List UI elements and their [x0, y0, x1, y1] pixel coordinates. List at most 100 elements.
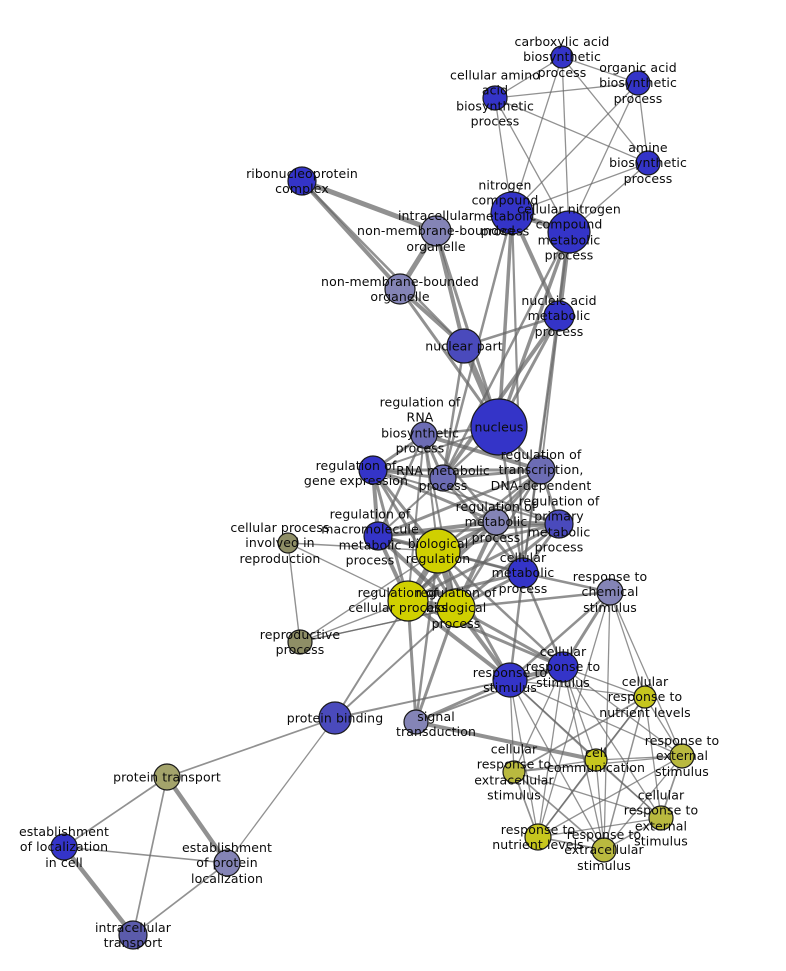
edge-rs-retc: [509, 679, 605, 851]
node-intracellular-transport[interactable]: [118, 920, 148, 950]
edge-rbp-rcs: [455, 590, 611, 610]
node-carboxylic-acid-biosynthetic-process[interactable]: [550, 45, 574, 69]
node-response-to-chemical-stimulus[interactable]: [596, 578, 624, 606]
edge-crs-cc: [562, 666, 597, 761]
node-non-membrane-bounded-organelle[interactable]: [384, 273, 416, 305]
node-regulation-of-macromolecule-metabolic-process[interactable]: [363, 521, 393, 551]
node-cellular-process-involved-in-reproduction[interactable]: [277, 532, 299, 554]
node-regulation-of-cellular-process[interactable]: [387, 580, 429, 622]
node-ribonucleoprotein-complex[interactable]: [287, 166, 317, 196]
node-amine-biosynthetic-process[interactable]: [635, 150, 661, 176]
node-regulation-of-metabolic-process[interactable]: [482, 508, 510, 536]
edge-cc-cres: [595, 759, 662, 819]
edge-rbp-crs: [455, 606, 564, 669]
edge-pt-eopl: [165, 775, 229, 865]
node-cell-communication[interactable]: [584, 748, 608, 772]
node-response-to-stimulus[interactable]: [492, 662, 528, 698]
edge-carboxylic-ncm: [511, 56, 563, 214]
node-regulation-of-primary-metabolic-process[interactable]: [544, 509, 574, 539]
edge-organic-amine: [637, 82, 649, 164]
edge-crs-cretc: [513, 666, 564, 773]
node-cellular-response-to-nutrient-levels[interactable]: [633, 685, 657, 709]
node-response-to-extracellular-stimulus[interactable]: [591, 837, 617, 863]
node-cellular-response-to-extracellular-stimulus[interactable]: [502, 760, 526, 784]
edge-carboxylic-cncm: [561, 56, 570, 233]
edge-layer: [62, 56, 683, 937]
edge-st-crs: [415, 666, 564, 723]
edge-cncm-nucleus: [497, 231, 571, 428]
edge-cres-crnl: [644, 696, 662, 819]
edge-rnp-inmbo: [301, 178, 437, 234]
edge-rcs-rnl: [537, 591, 611, 838]
node-organic-acid-biosynthetic-process[interactable]: [625, 70, 651, 96]
node-regulation-of-rna-biosynthetic-process[interactable]: [410, 421, 438, 449]
edge-cc-retc: [595, 759, 605, 851]
edge-rcp-pb: [334, 600, 409, 719]
node-regulation-of-transcription-dna-dependent[interactable]: [526, 455, 556, 485]
node-cellular-amino-acid-biosynthetic-process[interactable]: [482, 85, 508, 111]
node-nucleus[interactable]: [470, 398, 528, 456]
edge-eopl-it: [132, 862, 228, 936]
edge-organic-cncm: [568, 82, 639, 233]
node-regulation-of-biological-process[interactable]: [436, 588, 476, 628]
edge-rcs-res: [609, 591, 683, 757]
edge-retc-cretc: [513, 771, 605, 851]
node-cellular-nitrogen-compound-metabolic-process[interactable]: [547, 210, 591, 254]
edge-eopl-pb: [226, 717, 336, 864]
node-nuclear-part[interactable]: [446, 328, 482, 364]
edge-rcs-crnl: [609, 591, 646, 698]
node-cellular-response-to-external-stimulus[interactable]: [648, 805, 674, 831]
edge-cretc-crnl: [513, 696, 646, 773]
edge-cc-cretc: [513, 759, 597, 773]
edge-nam-rmp: [441, 314, 561, 480]
edge-rnp-nuclearpart: [301, 180, 465, 347]
edge-rrb-rt: [423, 433, 542, 472]
node-nitrogen-compound-metabolic-process[interactable]: [490, 191, 534, 235]
edge-cm-crs: [521, 572, 565, 668]
edge-rrb-rcp: [407, 434, 425, 602]
edge-cellamino-cncm: [494, 97, 570, 233]
node-protein-binding[interactable]: [318, 701, 352, 735]
edge-rpm-rbp: [455, 522, 560, 610]
node-cellular-response-to-stimulus[interactable]: [547, 651, 579, 683]
node-establishment-of-localization-in-cell[interactable]: [50, 833, 78, 861]
node-cellular-metabolic-process[interactable]: [507, 557, 539, 589]
edge-crs-cres: [562, 666, 662, 819]
edge-cc-st: [415, 720, 597, 762]
edge-br-crs: [437, 550, 564, 668]
node-biological-regulation[interactable]: [415, 528, 461, 574]
edge-amine-ncm: [511, 162, 649, 214]
node-reproductive-process[interactable]: [287, 629, 313, 655]
node-regulation-of-gene-expression[interactable]: [358, 455, 388, 485]
edge-retc-crnl: [603, 696, 646, 851]
edge-organic-cellamino: [494, 82, 639, 99]
node-establishment-of-protein-localization[interactable]: [213, 849, 241, 877]
edge-crs-res: [562, 666, 683, 757]
edge-rs-rnl: [509, 679, 539, 838]
node-intracellular-non-membrane-bounded-organelle[interactable]: [420, 215, 452, 247]
edge-nam-rt: [540, 315, 560, 471]
edge-eolc-it: [62, 845, 135, 937]
edge-rcs-retc: [603, 591, 611, 851]
edge-carboxylic-cellamino: [494, 56, 563, 99]
edge-cellamino-amine: [494, 97, 649, 164]
edge-rcp-cpr: [287, 542, 409, 602]
edge-rpm-rmm: [377, 522, 560, 538]
edge-eolc-eopl: [63, 846, 228, 864]
edge-res-retc: [603, 755, 683, 851]
node-layer: [50, 45, 695, 950]
node-response-to-external-stimulus[interactable]: [669, 743, 695, 769]
edge-carboxylic-amine: [561, 56, 649, 164]
node-nucleic-acid-metabolic-process[interactable]: [543, 300, 575, 332]
edge-cm-rs: [508, 572, 525, 681]
edge-rp-rbp: [299, 607, 457, 643]
node-response-to-nutrient-levels[interactable]: [524, 823, 552, 851]
node-signal-transduction[interactable]: [403, 709, 429, 735]
edge-nuclearpart-rmp: [441, 345, 466, 479]
edge-rge-rm: [372, 468, 497, 524]
node-rna-metabolic-process[interactable]: [429, 464, 457, 492]
node-protein-transport[interactable]: [153, 763, 181, 791]
edge-organic-ncm: [511, 82, 639, 214]
